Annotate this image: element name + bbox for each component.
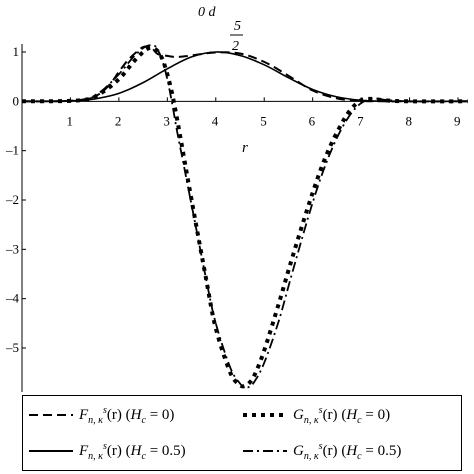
axes: [21, 44, 462, 392]
series-lines: [21, 44, 468, 389]
x-axis-label: r: [242, 140, 248, 156]
series-line-3: [21, 51, 468, 103]
legend-label: Gn, κs(r) (Hc = 0): [293, 404, 391, 426]
legend: Fn, κs(r) (Hc = 0) Gn, κs(r) (Hc = 0) Fn…: [22, 395, 462, 471]
series-line-1: [21, 45, 468, 103]
y-tick-label: –1: [5, 143, 19, 158]
y-tick-label: 1: [13, 44, 20, 59]
chart-title-denominator: 2: [232, 39, 239, 54]
chart-title: 0 d 5 2: [198, 5, 243, 54]
x-tick-label: 5: [260, 113, 267, 128]
x-tick-label: 2: [115, 113, 122, 128]
legend-swatch-solid: [29, 450, 73, 452]
tick-labels: 1 2 3 4 5 6 7 8 910–1–2–3–4–5: [5, 44, 461, 355]
chart-title-numerator: 5: [234, 19, 241, 34]
legend-item-g-hc05: Gn, κs(r) (Hc = 0.5): [243, 434, 401, 468]
legend-swatch-dot: [243, 413, 287, 417]
x-tick-label: 6: [309, 113, 316, 128]
legend-label: Fn, κs(r) (Hc = 0.5): [79, 440, 186, 462]
y-tick-label: –2: [5, 192, 19, 207]
chart-title-prefix: 0 d: [198, 5, 217, 20]
legend-item-f-hc0: Fn, κs(r) (Hc = 0): [29, 398, 174, 432]
x-tick-label: 1: [66, 113, 73, 128]
y-tick-label: –5: [5, 340, 19, 355]
legend-item-f-hc05: Fn, κs(r) (Hc = 0.5): [29, 434, 186, 468]
legend-label: Gn, κs(r) (Hc = 0.5): [293, 440, 402, 462]
x-tick-label: 4: [212, 113, 219, 128]
legend-swatch-dash: [29, 414, 73, 416]
x-tick-label: 8: [406, 113, 413, 128]
legend-swatch-dashdot: [243, 450, 287, 452]
x-tick-label: 9: [454, 113, 461, 128]
legend-label: Fn, κs(r) (Hc = 0): [79, 404, 175, 426]
y-tick-label: –3: [5, 241, 19, 256]
y-tick-label: 0: [13, 93, 20, 108]
series-line-4: [21, 44, 468, 389]
x-tick-label: 3: [163, 113, 170, 128]
x-tick-label: 7: [357, 113, 364, 128]
y-tick-label: –4: [5, 291, 20, 306]
legend-item-g-hc0: Gn, κs(r) (Hc = 0): [243, 398, 390, 432]
